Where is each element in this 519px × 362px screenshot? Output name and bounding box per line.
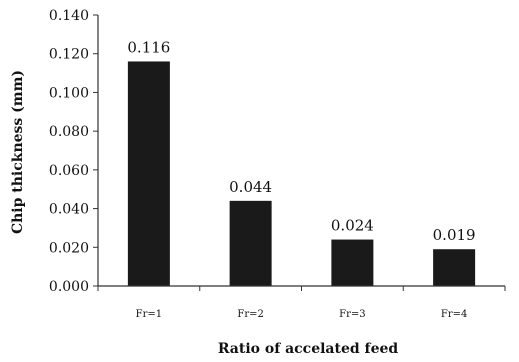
data-label-3: 0.024 <box>331 217 374 235</box>
bar-4 <box>433 249 476 286</box>
x-axis-title: Ratio of accelated feed <box>218 341 399 357</box>
bar-2 <box>229 200 272 286</box>
y-tick-label: 0.140 <box>49 8 89 24</box>
y-axis-title: Chip thickness (mm) <box>10 70 26 234</box>
y-tick-label: 0.080 <box>49 124 89 140</box>
y-tick-label: 0.040 <box>49 202 89 218</box>
y-tick-label: 0.020 <box>49 240 89 256</box>
y-tick-label: 0.060 <box>49 163 89 179</box>
bar-3 <box>331 239 374 286</box>
y-tick-label: 0.000 <box>49 279 89 295</box>
x-axis-ticks: Fr=1 Fr=2 Fr=3 Fr=4 <box>97 286 506 320</box>
x-tick-label-2: Fr=2 <box>237 309 263 320</box>
bars: 0.116 0.044 0.024 0.019 <box>127 38 476 287</box>
data-label-2: 0.044 <box>229 178 272 196</box>
data-label-4: 0.019 <box>433 226 476 244</box>
y-axis-ticks: 0.000 0.020 0.040 0.060 0.080 0.100 0.120 0.140 <box>49 8 98 295</box>
y-tick-label: 0.120 <box>49 47 89 63</box>
y-tick-label: 0.100 <box>49 85 89 101</box>
x-tick-label-1: Fr=1 <box>136 309 162 320</box>
x-tick-label-4: Fr=4 <box>441 309 467 320</box>
data-label-1: 0.116 <box>127 38 170 56</box>
x-tick-label-3: Fr=3 <box>339 309 365 320</box>
bar-1 <box>127 61 170 287</box>
